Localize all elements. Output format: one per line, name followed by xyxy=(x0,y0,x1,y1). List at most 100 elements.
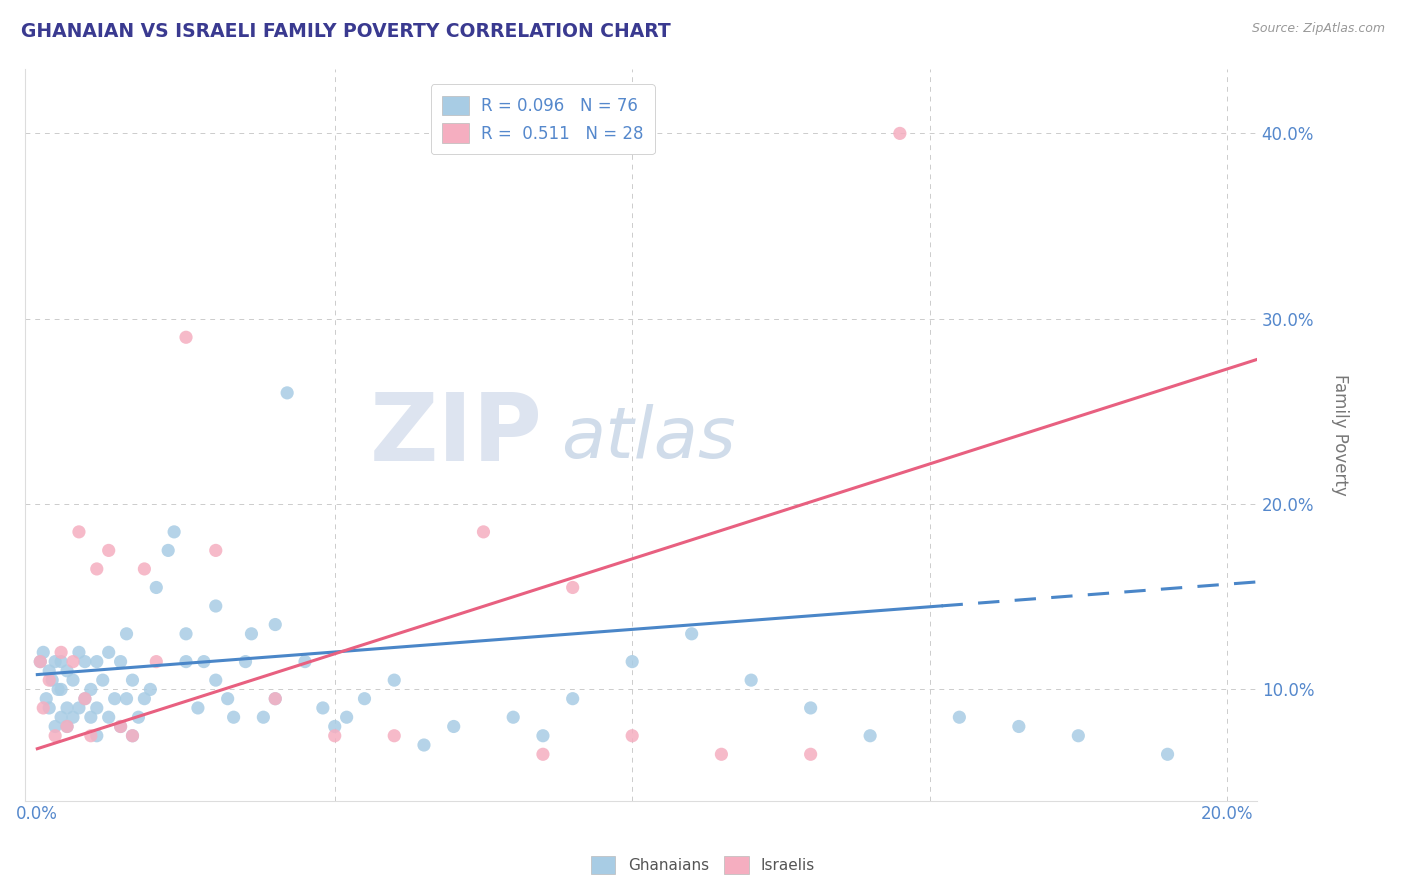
Point xyxy=(222,710,245,724)
Point xyxy=(115,627,138,641)
Point xyxy=(294,655,316,669)
Point xyxy=(264,691,287,706)
Point xyxy=(32,645,55,659)
Point xyxy=(800,747,823,762)
Point xyxy=(56,719,79,733)
Point xyxy=(44,655,66,669)
Point xyxy=(67,645,90,659)
Point xyxy=(80,710,103,724)
Point xyxy=(62,710,84,724)
Point xyxy=(382,729,405,743)
Point xyxy=(174,627,197,641)
Text: ZIP: ZIP xyxy=(370,389,543,481)
Point xyxy=(145,655,167,669)
Point xyxy=(56,664,79,678)
Point xyxy=(38,664,60,678)
Point xyxy=(86,562,108,576)
Point xyxy=(80,729,103,743)
Point xyxy=(127,710,149,724)
Point xyxy=(104,691,127,706)
Point xyxy=(32,701,55,715)
Point xyxy=(86,701,108,715)
Point xyxy=(531,729,554,743)
Point xyxy=(531,747,554,762)
Point xyxy=(193,655,215,669)
Point xyxy=(73,691,96,706)
Point xyxy=(204,599,226,613)
Point xyxy=(710,747,733,762)
Point xyxy=(97,645,120,659)
Point xyxy=(217,691,239,706)
Point xyxy=(145,581,167,595)
Point xyxy=(62,673,84,687)
Point xyxy=(382,673,405,687)
Legend: R = 0.096   N = 76, R =  0.511   N = 28: R = 0.096 N = 76, R = 0.511 N = 28 xyxy=(430,84,655,154)
Point xyxy=(121,673,143,687)
Point xyxy=(121,729,143,743)
Point xyxy=(30,655,52,669)
Point xyxy=(235,655,257,669)
Point xyxy=(502,710,524,724)
Point xyxy=(67,524,90,539)
Point xyxy=(46,682,69,697)
Point xyxy=(110,719,132,733)
Point xyxy=(139,682,162,697)
Point xyxy=(859,729,882,743)
Point xyxy=(204,673,226,687)
Y-axis label: Family Poverty: Family Poverty xyxy=(1331,374,1348,495)
Point xyxy=(472,524,495,539)
Point xyxy=(41,673,63,687)
Point xyxy=(681,627,703,641)
Point xyxy=(561,691,583,706)
Point xyxy=(323,719,346,733)
Point xyxy=(97,543,120,558)
Point xyxy=(49,710,72,724)
Point xyxy=(67,701,90,715)
Point xyxy=(264,617,287,632)
Point xyxy=(110,719,132,733)
Text: Source: ZipAtlas.com: Source: ZipAtlas.com xyxy=(1251,22,1385,36)
Point xyxy=(49,645,72,659)
Point xyxy=(97,710,120,724)
Point xyxy=(157,543,180,558)
Point xyxy=(80,682,103,697)
Point xyxy=(240,627,263,641)
Point xyxy=(134,562,156,576)
Point xyxy=(353,691,375,706)
Point xyxy=(948,710,970,724)
Point xyxy=(1156,747,1178,762)
Point xyxy=(621,655,644,669)
Point xyxy=(889,127,911,141)
Point xyxy=(413,738,436,752)
Point xyxy=(621,729,644,743)
Point xyxy=(91,673,114,687)
Point xyxy=(44,719,66,733)
Point xyxy=(134,691,156,706)
Point xyxy=(49,655,72,669)
Point xyxy=(187,701,209,715)
Point xyxy=(276,385,298,400)
Legend: Ghanaians, Israelis: Ghanaians, Israelis xyxy=(585,850,821,880)
Point xyxy=(110,655,132,669)
Point xyxy=(30,655,52,669)
Point xyxy=(174,655,197,669)
Point xyxy=(1067,729,1090,743)
Point xyxy=(38,701,60,715)
Point xyxy=(86,655,108,669)
Point xyxy=(323,729,346,743)
Point xyxy=(252,710,274,724)
Point xyxy=(86,729,108,743)
Point xyxy=(1008,719,1031,733)
Point xyxy=(312,701,335,715)
Text: atlas: atlas xyxy=(561,404,735,473)
Point xyxy=(800,701,823,715)
Point xyxy=(740,673,762,687)
Text: GHANAIAN VS ISRAELI FAMILY POVERTY CORRELATION CHART: GHANAIAN VS ISRAELI FAMILY POVERTY CORRE… xyxy=(21,22,671,41)
Point xyxy=(561,581,583,595)
Point xyxy=(264,691,287,706)
Point xyxy=(35,691,58,706)
Point xyxy=(38,673,60,687)
Point xyxy=(73,691,96,706)
Point xyxy=(443,719,465,733)
Point xyxy=(336,710,359,724)
